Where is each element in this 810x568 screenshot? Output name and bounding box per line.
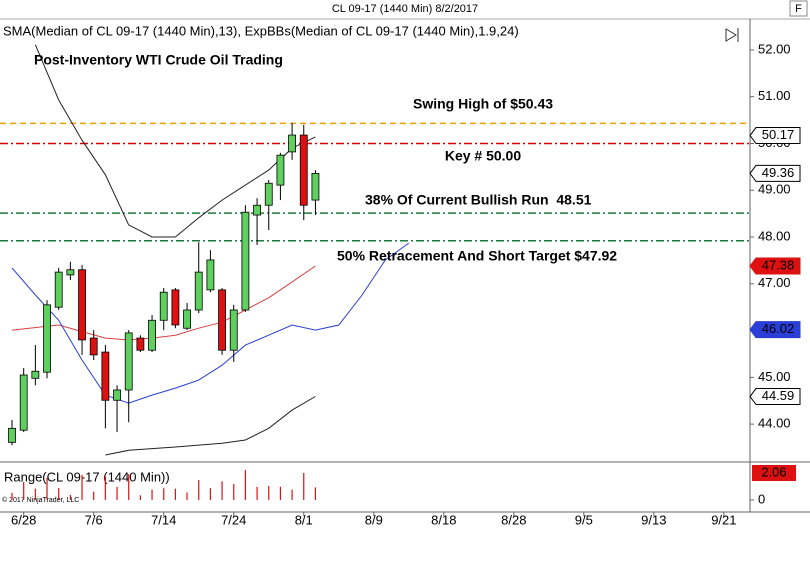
candle-body	[276, 154, 285, 186]
x-tick-label: 7/24	[221, 512, 246, 527]
x-tick-label: 8/18	[431, 512, 456, 527]
chart-title: Post-Inventory WTI Crude Oil Trading	[34, 52, 283, 68]
annotation: Swing High of $50.43	[413, 96, 553, 112]
candle-body	[54, 271, 63, 308]
x-tick-label: 8/1	[295, 512, 313, 527]
price-marker-label: 47.38	[762, 257, 795, 272]
y-tick-label: 49.00	[758, 182, 791, 197]
candle-body	[78, 269, 86, 341]
x-tick-label: 9/21	[711, 512, 736, 527]
candle-body	[194, 271, 203, 311]
x-tick-label: 8/9	[365, 512, 383, 527]
candle-body	[31, 370, 40, 379]
window-title: CL 09-17 (1440 Min) 8/2/2017	[332, 3, 478, 15]
price-marker	[749, 321, 801, 339]
price-marker	[749, 257, 801, 275]
indicator-line	[11, 265, 316, 341]
x-tick-label: 9/5	[575, 512, 593, 527]
x-tick-label: 6/28	[11, 512, 36, 527]
candle-body	[136, 337, 145, 351]
price-marker-label: 44.59	[762, 388, 795, 403]
candle-body	[171, 289, 180, 326]
range-tick-label: 0	[758, 491, 765, 506]
price-marker-label: 46.02	[762, 321, 795, 336]
indicator-line	[105, 396, 316, 456]
annotation: 38% Of Current Bullish Run 48.51	[365, 192, 592, 208]
x-tick-label: 8/28	[501, 512, 526, 527]
candle-body	[124, 332, 133, 391]
candle-body	[113, 389, 121, 401]
price-marker-label: 50.17	[762, 127, 795, 142]
x-tick-label: 7/14	[151, 512, 176, 527]
candle-body	[206, 259, 215, 291]
annotation: 50% Retracement And Short Target $47.92	[337, 248, 617, 264]
indicator-label: SMA(Median of CL 09-17 (1440 Min),13), E…	[3, 23, 519, 38]
scroll-icon[interactable]	[725, 28, 739, 42]
y-tick-label: 47.00	[758, 275, 791, 290]
price-marker	[749, 388, 801, 406]
annotation: Key # 50.00	[445, 148, 521, 164]
candle-body	[311, 173, 320, 201]
copyright: © 2017 NinjaTrader, LLC	[2, 496, 79, 504]
candle-body	[253, 204, 261, 216]
range-label: Range(CL 09-17 (1440 Min))	[4, 469, 170, 484]
candle-body	[89, 337, 98, 356]
price-marker	[749, 127, 801, 145]
candle-body	[183, 309, 191, 329]
candle-body	[19, 374, 28, 431]
candle-body	[288, 134, 296, 153]
range-marker-label: 2.06	[761, 464, 786, 479]
y-tick-label: 52.00	[758, 41, 791, 56]
range-marker	[752, 464, 796, 481]
y-tick-label: 48.00	[758, 228, 791, 243]
candle-body	[229, 309, 238, 351]
price-marker	[749, 164, 801, 182]
candle-body	[8, 427, 16, 443]
y-tick-label: 45.00	[758, 369, 791, 384]
candle-body	[101, 351, 110, 401]
f-button-label: F	[795, 3, 802, 15]
x-tick-label: 7/6	[85, 512, 103, 527]
candle-body	[299, 134, 308, 206]
price-marker-label: 49.36	[762, 165, 795, 180]
candle-body	[218, 289, 226, 351]
candle-body	[66, 269, 75, 276]
y-tick-label: 44.00	[758, 416, 791, 431]
candle-body	[241, 211, 250, 311]
candle-body	[43, 304, 51, 373]
candle-body	[148, 319, 156, 351]
y-tick-label: 51.00	[758, 88, 791, 103]
indicator-line	[11, 242, 410, 404]
x-tick-label: 9/13	[641, 512, 666, 527]
indicator-line	[34, 44, 316, 238]
candle-body	[159, 291, 168, 321]
f-button[interactable]	[789, 0, 808, 17]
candle-body	[264, 182, 273, 206]
